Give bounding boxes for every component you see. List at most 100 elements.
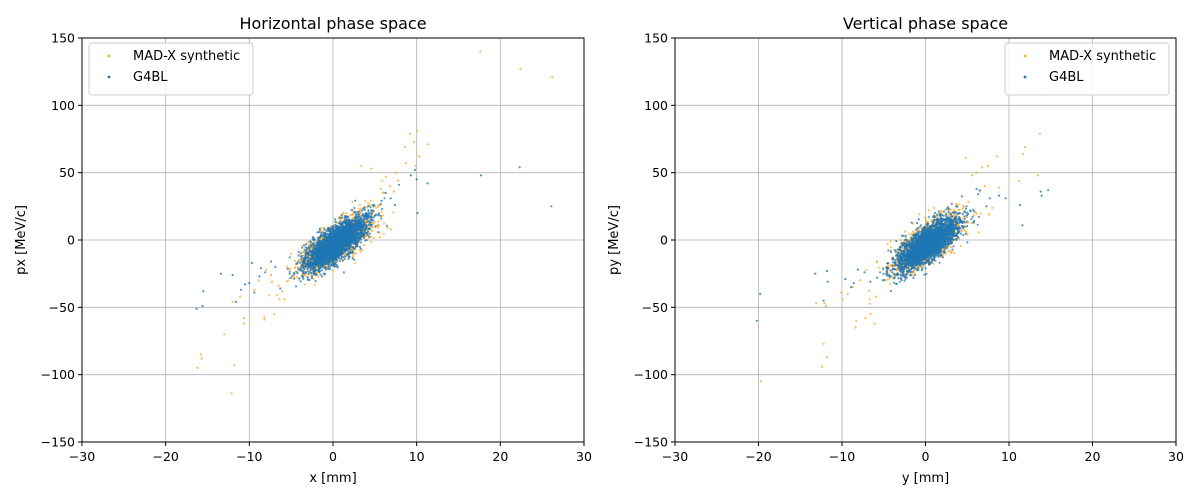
data-point [332, 246, 335, 249]
data-point [351, 213, 354, 216]
data-point [362, 207, 365, 210]
data-point [201, 304, 204, 308]
data-point [368, 235, 371, 238]
data-point [351, 219, 354, 222]
data-point [322, 252, 325, 255]
data-point [306, 276, 309, 279]
data-point [338, 221, 341, 224]
data-point [305, 243, 308, 246]
data-point [364, 223, 368, 226]
data-point [923, 216, 927, 219]
data-point [293, 266, 297, 270]
data-point [200, 357, 203, 360]
data-point [288, 270, 291, 273]
data-point [302, 277, 305, 280]
data-point [361, 233, 364, 236]
data-point [363, 243, 366, 247]
data-point [312, 272, 315, 275]
data-point [372, 236, 376, 239]
data-point [327, 254, 330, 257]
data-point [356, 228, 359, 231]
data-point [334, 223, 337, 226]
data-point [364, 235, 367, 238]
data-point [376, 226, 379, 229]
data-point [314, 262, 318, 265]
data-point [369, 217, 372, 220]
legend-label: G4BL [133, 70, 168, 85]
data-point [337, 256, 341, 259]
data-point [318, 229, 322, 232]
data-point [319, 273, 322, 276]
data-point [373, 221, 376, 224]
data-point [341, 222, 344, 225]
data-point [313, 269, 316, 272]
data-point [303, 257, 306, 260]
data-point [349, 224, 352, 227]
data-point [333, 229, 336, 232]
data-point [382, 214, 385, 217]
data-point [323, 244, 326, 247]
data-point [370, 229, 373, 232]
data-point [370, 213, 373, 216]
data-point [950, 250, 953, 253]
legend-box [88, 42, 254, 96]
data-point [345, 237, 348, 240]
data-point [339, 242, 342, 245]
data-point [346, 218, 349, 221]
data-point [384, 175, 387, 178]
data-point [341, 226, 344, 229]
data-point [912, 271, 916, 274]
data-point [888, 277, 891, 280]
data-point [318, 236, 322, 239]
data-point [321, 253, 324, 256]
data-point [365, 231, 368, 234]
data-point [344, 219, 347, 222]
data-point [332, 264, 335, 267]
data-point [327, 267, 330, 271]
data-point [298, 277, 301, 280]
data-point [369, 224, 372, 227]
data-point [283, 298, 286, 301]
data-point [321, 230, 324, 233]
data-point [303, 244, 306, 247]
data-point [360, 212, 363, 215]
data-point [299, 252, 302, 255]
data-point [334, 244, 338, 247]
data-point [196, 366, 199, 369]
data-point [389, 228, 392, 231]
data-point [310, 241, 313, 244]
data-point [378, 236, 381, 239]
data-point [243, 322, 246, 325]
data-point [297, 260, 300, 263]
data-point [343, 243, 346, 246]
data-point [384, 191, 387, 194]
data-point [309, 245, 312, 248]
data-point [339, 240, 342, 243]
data-point [355, 252, 358, 255]
data-point [339, 223, 342, 226]
data-point [360, 164, 363, 167]
data-point [320, 275, 324, 278]
data-point [231, 300, 234, 303]
data-point [908, 233, 911, 236]
data-point [300, 264, 303, 267]
data-point [367, 214, 370, 217]
data-point [308, 253, 311, 256]
data-point [925, 219, 928, 222]
data-point [366, 233, 369, 237]
data-point [355, 242, 358, 245]
data-point [344, 223, 347, 226]
data-point [307, 270, 310, 273]
data-point [340, 234, 343, 237]
data-point [335, 233, 338, 236]
data-point [351, 200, 354, 203]
data-point [952, 208, 955, 211]
data-point [358, 210, 361, 213]
data-point [340, 232, 343, 235]
data-point [367, 201, 370, 205]
data-point [367, 223, 370, 226]
data-point [361, 248, 364, 252]
data-point [195, 307, 198, 310]
data-point [257, 279, 260, 282]
data-point [335, 264, 338, 267]
